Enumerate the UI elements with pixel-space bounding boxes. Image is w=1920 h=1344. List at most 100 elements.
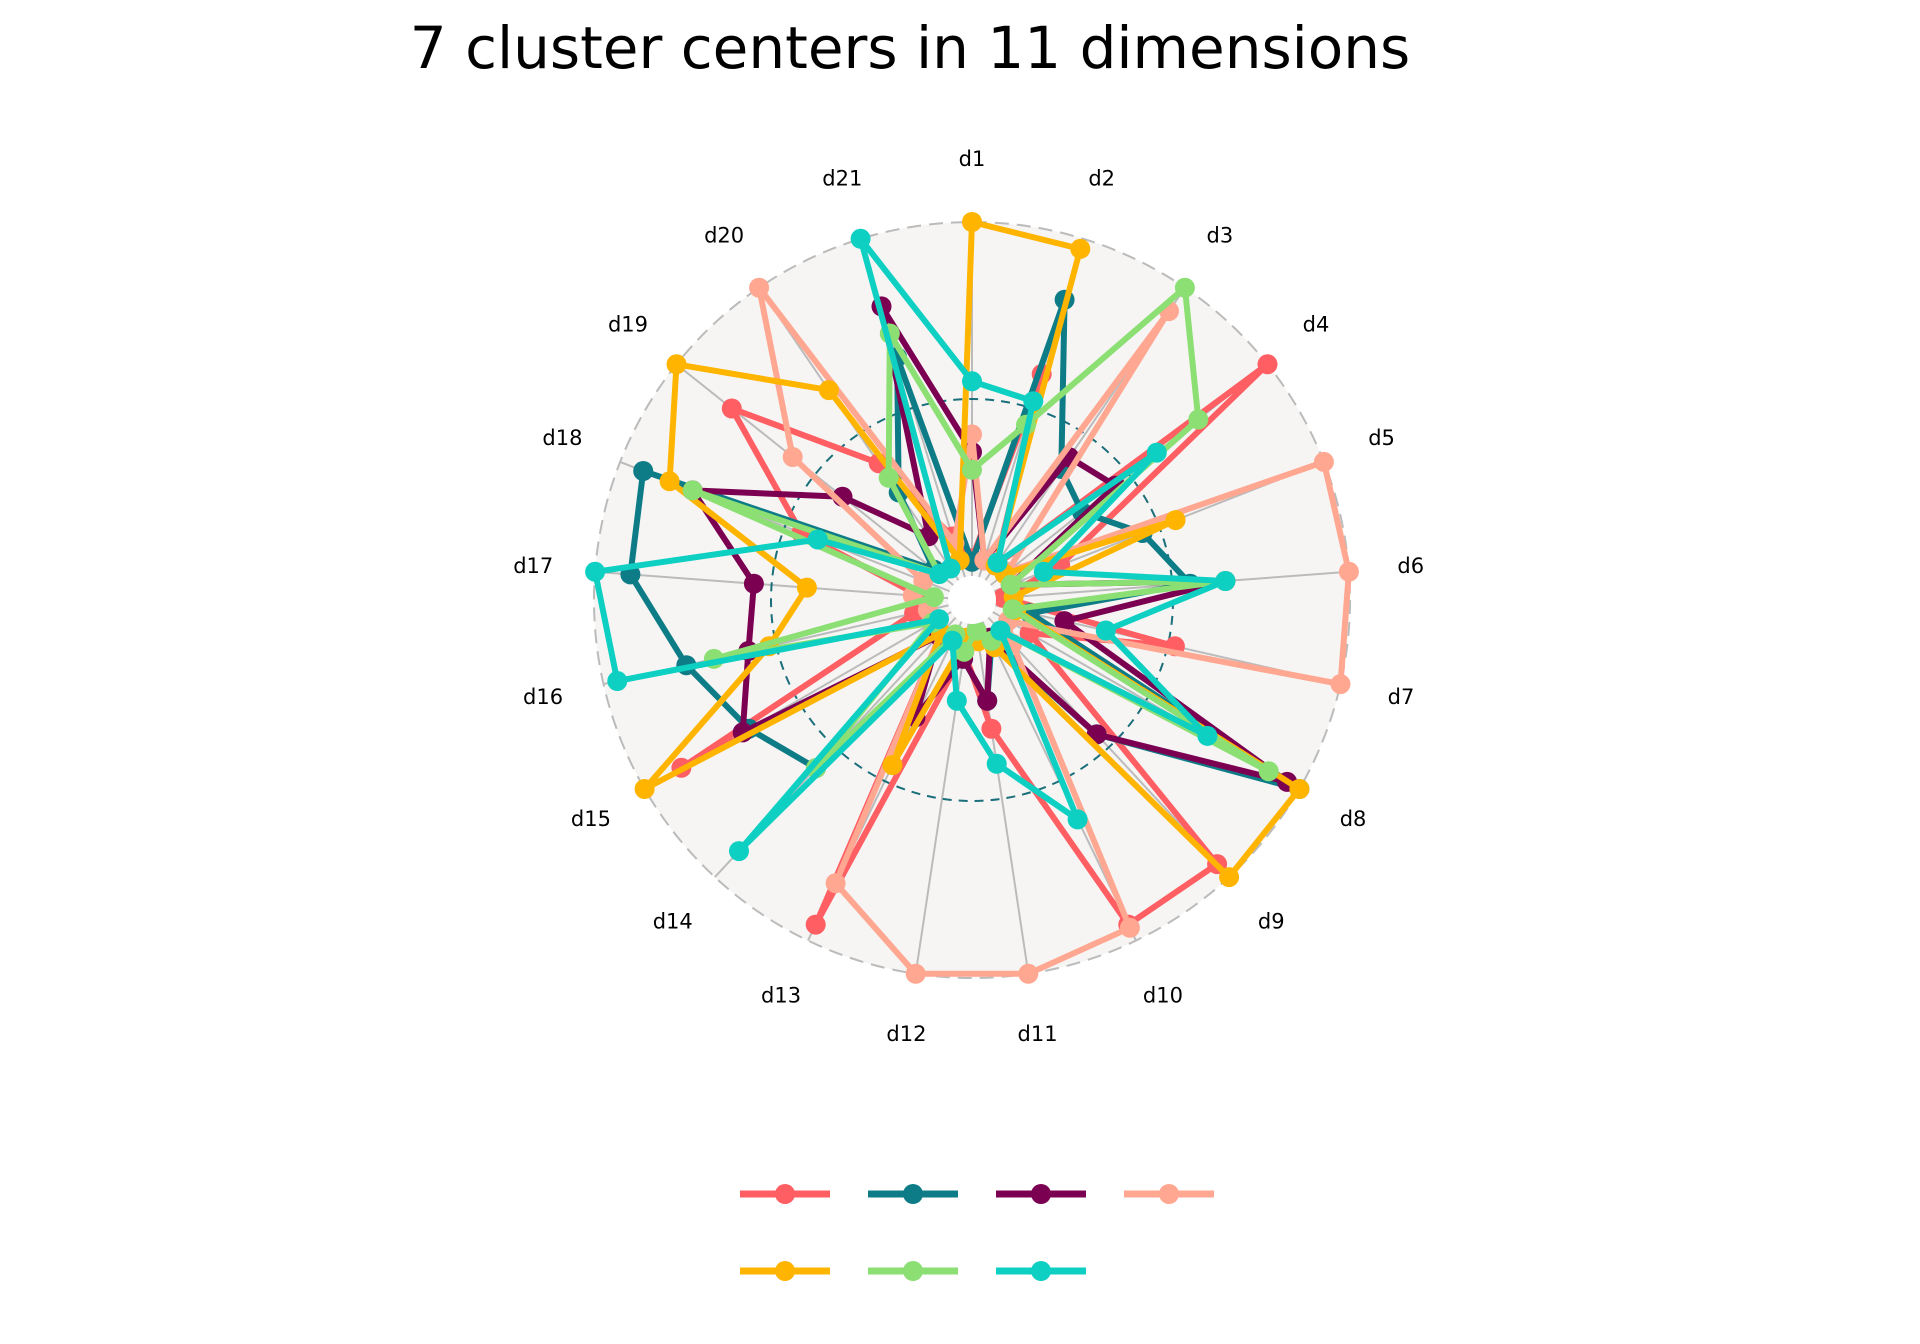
axis-label-d11: d11	[1018, 1022, 1058, 1046]
axis-label-d19: d19	[608, 313, 648, 337]
grid-spoke-d6	[971, 570, 1350, 601]
axis-label-d20: d20	[704, 223, 744, 247]
axis-label-d7: d7	[1388, 685, 1415, 709]
series-6-point-d20	[878, 467, 899, 488]
legend-entry-5	[740, 1261, 830, 1281]
series-1-point-d19	[721, 398, 742, 419]
series-7-line	[592, 235, 1229, 855]
series-4-point-d11	[1018, 963, 1039, 984]
series-1-point-d4	[1257, 354, 1278, 375]
axis-label-d9: d9	[1258, 910, 1285, 934]
axis-label-d13: d13	[761, 983, 801, 1007]
series-5-point-d8	[1289, 779, 1310, 799]
series-7-point-d15	[929, 609, 949, 630]
series-7-point-d2	[1023, 391, 1044, 412]
series-6-point-d1	[962, 459, 982, 480]
series-7-point-d13	[942, 630, 963, 651]
axis-label-d17: d17	[513, 554, 553, 578]
series-4-point-d18	[913, 570, 934, 591]
legend-entry-6	[868, 1261, 958, 1281]
series-4-point-d13	[825, 873, 846, 894]
series-5-point-d1	[962, 212, 982, 232]
series-7-point-d17	[585, 561, 606, 582]
axis-label-d10: d10	[1143, 983, 1183, 1007]
series-6-point-d11	[966, 620, 987, 641]
series-4-point-d20	[749, 277, 770, 298]
axis-label-d15: d15	[571, 807, 611, 831]
series-6-point-d18	[682, 480, 703, 501]
series-7-point-d7	[1095, 620, 1116, 641]
axis-label-d21: d21	[822, 167, 862, 191]
series-5-point-d19	[666, 354, 687, 375]
series-5-point-d5	[1165, 510, 1186, 531]
series-7-point-d21	[850, 228, 871, 249]
legend-marker-5	[775, 1261, 795, 1281]
legend-marker-3	[1031, 1184, 1051, 1204]
series-6-point-d4	[1188, 409, 1209, 430]
series-4-point-d6	[1338, 561, 1359, 582]
series-5-point-d20	[818, 380, 839, 401]
series-4-point-d10	[1119, 917, 1140, 938]
series-1-point-d13	[805, 914, 826, 935]
series-7-point-d3	[987, 552, 1008, 573]
axis-label-d14: d14	[653, 910, 693, 934]
series-7-point-d8	[1197, 725, 1218, 746]
series-6-point-d3	[1174, 277, 1195, 298]
series-layer	[585, 212, 1359, 984]
series-4-point-d5	[1313, 451, 1334, 472]
series-3-point-d11	[977, 690, 998, 711]
axis-label-d16: d16	[523, 685, 563, 709]
series-4-point-d19	[782, 447, 803, 467]
center-hole	[948, 576, 996, 624]
axis-label-d6: d6	[1397, 554, 1424, 578]
chart-title: 7 cluster centers in 11 dimensions	[409, 14, 1411, 82]
series-3-point-d17	[743, 573, 764, 594]
series-4-point-d12	[905, 963, 926, 984]
legend-entry-3	[996, 1184, 1086, 1204]
legend-entry-4	[1124, 1184, 1214, 1204]
series-5-point-d13	[882, 755, 903, 776]
axis-label-d18: d18	[542, 426, 582, 450]
axis-label-d12: d12	[886, 1022, 926, 1046]
legend	[740, 1184, 1214, 1281]
series-7-point-d6	[1215, 571, 1236, 591]
series-7-point-d1	[962, 371, 982, 392]
grid-spoke-d20	[758, 287, 973, 601]
series-1-point-d11	[981, 718, 1002, 739]
legend-marker-1	[775, 1184, 795, 1204]
series-4-line	[756, 284, 1352, 977]
series-5-point-d17	[796, 577, 817, 598]
series-7-point-d20	[940, 558, 961, 579]
legend-marker-7	[1031, 1261, 1051, 1281]
series-5-point-d9	[1219, 867, 1240, 888]
grid-spoke-d11	[971, 599, 1030, 974]
series-6-point-d5	[1000, 574, 1021, 595]
series-6-point-d8	[1258, 761, 1279, 782]
series-7-point-d5	[1033, 561, 1054, 582]
legend-marker-4	[1159, 1184, 1179, 1204]
series-7-point-d12	[946, 690, 967, 711]
axis-label-d4: d4	[1303, 313, 1330, 337]
series-7-point-d9	[990, 620, 1011, 641]
series-5-point-d15	[634, 779, 655, 799]
series-2-point-d18	[633, 461, 654, 481]
axis-label-d5: d5	[1368, 426, 1395, 450]
legend-entry-1	[740, 1184, 830, 1204]
series-7	[585, 228, 1236, 862]
series-7-point-d11	[986, 753, 1007, 774]
series-6-point-d17	[923, 587, 944, 608]
legend-entry-2	[868, 1184, 958, 1204]
series-7-point-d4	[1146, 442, 1167, 463]
axis-label-d8: d8	[1340, 807, 1367, 831]
legend-entry-7	[996, 1261, 1086, 1281]
series-5-point-d2	[1070, 238, 1091, 259]
legend-marker-6	[903, 1261, 923, 1281]
series-7-point-d10	[1067, 809, 1088, 830]
axis-label-d1: d1	[959, 147, 986, 171]
series-3-point-d7	[1054, 611, 1075, 632]
axis-label-d2: d2	[1088, 167, 1115, 191]
series-5-point-d18	[659, 471, 680, 492]
series-7-point-d14	[729, 841, 749, 862]
series-6-point-d7	[1002, 599, 1023, 620]
